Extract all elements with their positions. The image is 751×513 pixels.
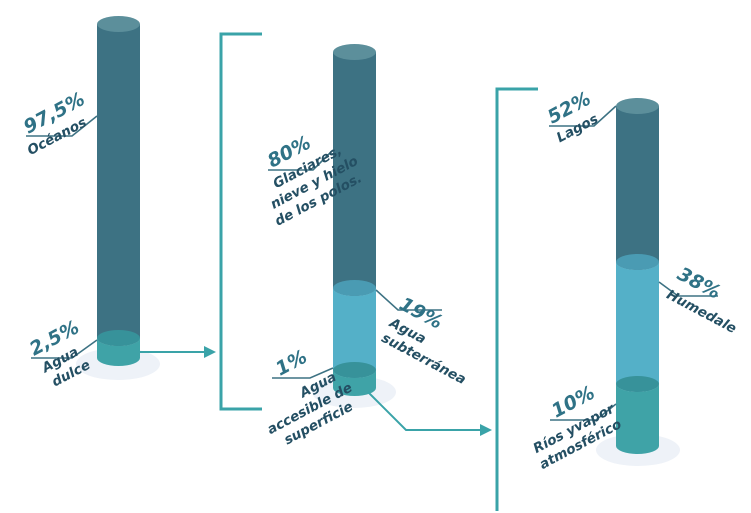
segment-agua-subterranea (333, 288, 376, 378)
segment-divider (616, 254, 659, 270)
cylinder-surface-water (616, 98, 659, 454)
arrow-to-freshwater (140, 346, 216, 358)
bracket-surface-water (495, 87, 538, 511)
leader-line (550, 403, 617, 421)
label-lagos: 52% Lagos (544, 88, 601, 146)
segment-humedales (616, 262, 659, 392)
segment-divider (333, 280, 376, 296)
cylinder-top (333, 44, 376, 60)
cylinder-top (616, 98, 659, 114)
arrow-to-surface-water (367, 391, 492, 436)
leader-line (26, 115, 98, 137)
segment-agua-superficie (333, 370, 376, 396)
cylinder-top (97, 16, 140, 32)
segment-divider (333, 362, 376, 378)
segment-divider (97, 330, 140, 346)
segment-agua-dulce (97, 337, 140, 366)
cylinder-oceans-freshwater (97, 16, 140, 366)
label-humedales: 38% Humedale (664, 263, 739, 337)
label-oceanos: 97,5% Océanos (20, 88, 89, 159)
segment-lagos (616, 106, 659, 270)
segment-divider (616, 376, 659, 392)
cylinder-freshwater (333, 44, 376, 396)
leader-line (272, 367, 334, 379)
leader-line (31, 339, 98, 359)
value-agua-superficie: 1% (272, 346, 311, 381)
leader-line (268, 149, 334, 171)
segment-rios (616, 384, 659, 454)
segment-glaciares (333, 52, 376, 296)
leader-line (375, 289, 442, 311)
leader-line (658, 281, 718, 297)
leader-line (549, 105, 617, 127)
segment-oceanos (97, 24, 140, 346)
bracket-freshwater (219, 32, 262, 411)
